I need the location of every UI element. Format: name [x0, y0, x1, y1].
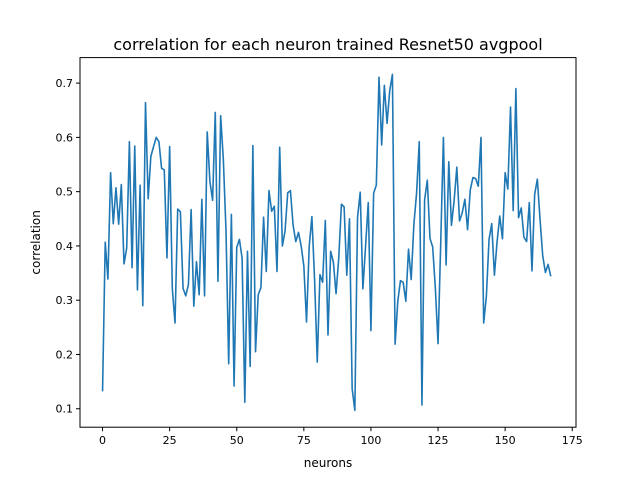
- x-tick-label: 175: [562, 434, 583, 447]
- chart-title: correlation for each neuron trained Resn…: [113, 35, 542, 54]
- series-layer: [101, 73, 552, 412]
- y-tick-label: 0.2: [56, 348, 74, 361]
- y-tick-label: 0.7: [56, 77, 74, 90]
- y-tick-label: 0.6: [56, 131, 74, 144]
- y-tick-label: 0.5: [56, 186, 74, 199]
- y-tick-label: 0.4: [56, 240, 74, 253]
- y-axis-label: correlation: [29, 210, 43, 274]
- y-axis-ticks: 0.1 0.2 0.3 0.4 0.5 0.6 0.7: [56, 77, 80, 416]
- x-tick-label: 100: [360, 434, 381, 447]
- x-tick-label: 75: [297, 434, 311, 447]
- x-tick-label: 25: [163, 434, 177, 447]
- y-tick-label: 0.3: [56, 294, 74, 307]
- series-line-0: [101, 73, 552, 412]
- x-axis-label: neurons: [304, 456, 352, 470]
- plot-frame: [79, 57, 577, 428]
- x-tick-label: 50: [230, 434, 244, 447]
- x-axis-ticks: 0 25 50 75 100 125 150 175: [99, 427, 583, 447]
- x-tick-label: 150: [495, 434, 516, 447]
- x-tick-label: 125: [428, 434, 449, 447]
- y-tick-label: 0.1: [56, 403, 74, 416]
- x-tick-label: 0: [99, 434, 106, 447]
